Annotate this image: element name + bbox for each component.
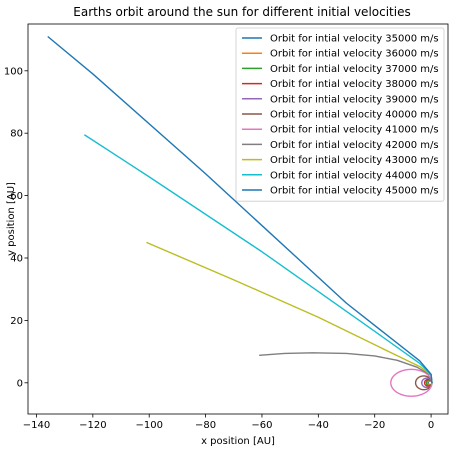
x-tick-label: −80 <box>195 420 216 431</box>
y-axis-ticks: 0 20 40 60 80 100 <box>4 66 28 389</box>
legend: Orbit for intial velocity 35000 m/s Orbit… <box>235 27 445 202</box>
x-tick-label: −40 <box>308 420 329 431</box>
series-line-9 <box>146 241 433 383</box>
chart-title: Earths orbit around the sun for differen… <box>73 5 410 19</box>
x-axis-ticks: −140 −120 −100 −80 −60 −40 −20 0 <box>23 414 434 431</box>
legend-entry: Orbit for intial velocity 40000 m/s <box>270 110 439 121</box>
legend-entry: Orbit for intial velocity 38000 m/s <box>270 79 439 90</box>
legend-entry: Orbit for intial velocity 44000 m/s <box>270 170 439 181</box>
y-tick-label: 20 <box>10 316 23 327</box>
y-tick-label: 100 <box>4 66 23 77</box>
legend-entry: Orbit for intial velocity 45000 m/s <box>270 186 439 197</box>
legend-entry: Orbit for intial velocity 39000 m/s <box>270 94 439 105</box>
legend-entry: Orbit for intial velocity 37000 m/s <box>270 64 439 75</box>
y-tick-label: 40 <box>10 254 23 265</box>
plot-lines <box>47 35 433 397</box>
legend-box <box>235 27 445 202</box>
x-axis-label: x position [AU] <box>201 436 275 447</box>
x-tick-label: −120 <box>79 420 106 431</box>
x-tick-label: −20 <box>364 420 385 431</box>
legend-entry: Orbit for intial velocity 41000 m/s <box>270 125 439 136</box>
x-tick-label: −60 <box>251 420 272 431</box>
plot-frame <box>27 23 449 415</box>
series-line-11 <box>47 35 433 383</box>
series-line-6 <box>414 375 433 391</box>
legend-entry: Orbit for intial velocity 35000 m/s <box>270 34 439 45</box>
y-tick-label: 0 <box>17 378 23 389</box>
y-axis-label: y position [AU] <box>6 182 17 256</box>
legend-entry: Orbit for intial velocity 36000 m/s <box>270 49 439 60</box>
series-line-7 <box>390 368 433 397</box>
legend-entry: Orbit for intial velocity 43000 m/s <box>270 155 439 166</box>
y-tick-label: 60 <box>10 191 23 202</box>
x-tick-label: −140 <box>23 420 50 431</box>
legend-entry: Orbit for intial velocity 42000 m/s <box>270 140 439 151</box>
x-tick-label: 0 <box>428 420 434 431</box>
y-tick-label: 80 <box>10 129 23 140</box>
x-tick-label: −100 <box>135 420 162 431</box>
series-line-8 <box>259 352 433 383</box>
